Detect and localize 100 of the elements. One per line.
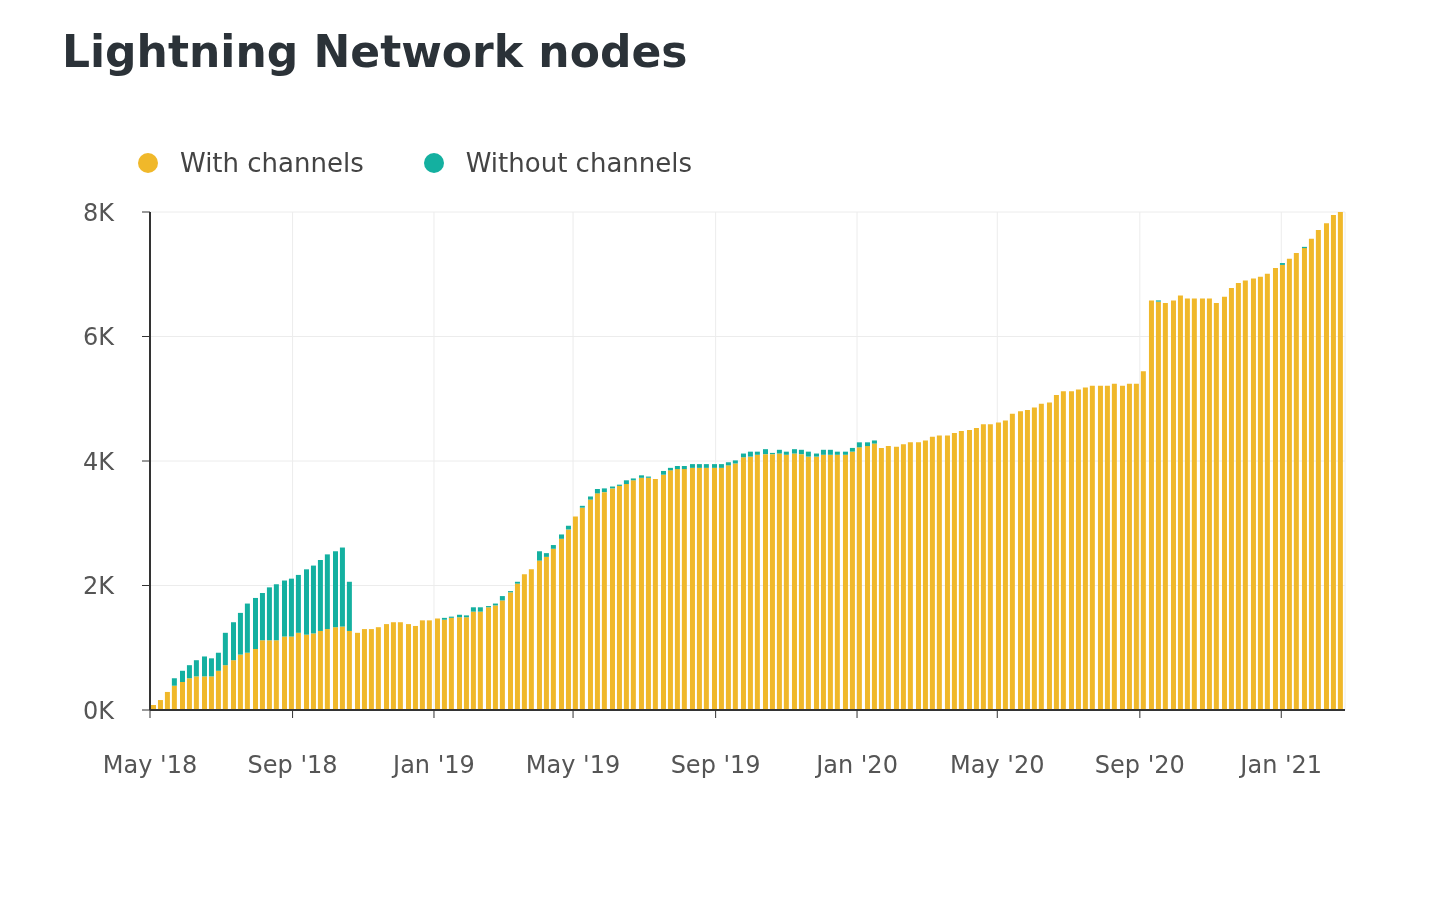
x-tick-label: Jan '19 — [391, 751, 475, 780]
y-tick-label: 8K — [82, 198, 116, 227]
bar — [660, 474, 666, 710]
bar — [1279, 264, 1285, 710]
bar — [470, 607, 476, 612]
bar — [543, 553, 549, 557]
bar — [1031, 407, 1037, 710]
bar — [1221, 296, 1227, 710]
bar — [266, 587, 272, 641]
bar — [987, 424, 993, 710]
bar — [864, 446, 870, 710]
bar — [253, 649, 258, 710]
bar — [762, 449, 768, 455]
bar — [805, 456, 811, 710]
bar — [1264, 273, 1270, 710]
bar — [579, 507, 585, 710]
bar — [390, 622, 396, 710]
bar — [426, 620, 432, 710]
bar — [594, 489, 600, 494]
bar — [1315, 230, 1321, 710]
bar — [1257, 276, 1263, 710]
bar — [929, 436, 935, 710]
bar — [834, 454, 840, 710]
bar — [463, 617, 469, 710]
bar — [244, 652, 250, 710]
bar — [922, 440, 928, 710]
bar — [281, 580, 287, 637]
legend-label: With channels — [180, 148, 364, 178]
bar — [798, 449, 804, 455]
bar — [332, 627, 338, 710]
bar — [1177, 295, 1183, 710]
bar — [813, 453, 819, 457]
bar — [332, 551, 338, 628]
bar — [273, 640, 279, 710]
bar — [507, 592, 513, 710]
bar — [951, 432, 957, 710]
bar — [1097, 385, 1103, 710]
bar — [732, 463, 738, 710]
bar — [703, 467, 709, 710]
bar — [1242, 280, 1248, 710]
bar — [230, 660, 236, 710]
x-tick-label: Sep '19 — [670, 751, 761, 780]
bar — [419, 620, 425, 710]
bar — [237, 612, 243, 655]
bar — [871, 440, 877, 444]
bar — [638, 477, 644, 710]
bar — [973, 428, 979, 710]
bar — [820, 454, 826, 710]
bar — [550, 548, 556, 710]
bar — [355, 632, 360, 710]
bar — [317, 559, 323, 631]
bar — [645, 477, 651, 710]
bar — [1228, 287, 1234, 710]
bar — [689, 464, 695, 468]
bar — [587, 496, 593, 500]
bar — [1191, 298, 1197, 710]
bar — [696, 467, 702, 710]
bar — [616, 485, 622, 710]
bar — [820, 449, 826, 455]
bar — [477, 607, 483, 612]
bar — [783, 451, 789, 455]
bar — [514, 583, 520, 710]
bar — [842, 454, 848, 710]
bar — [856, 442, 862, 448]
bar — [558, 538, 564, 710]
bar — [499, 600, 505, 710]
bar — [587, 499, 593, 710]
bar — [842, 451, 848, 455]
bar — [528, 569, 534, 710]
bar — [813, 456, 819, 710]
bar — [215, 670, 221, 710]
bar — [1184, 298, 1190, 710]
x-tick-label: Sep '18 — [247, 751, 338, 780]
bar — [594, 493, 600, 710]
bar — [1111, 383, 1117, 710]
bar — [193, 676, 199, 710]
bar — [222, 665, 228, 710]
bar — [361, 629, 367, 710]
bar — [536, 560, 542, 710]
bar — [718, 467, 724, 710]
bar — [1162, 302, 1168, 710]
bar — [660, 470, 666, 475]
bar — [406, 624, 411, 710]
bar — [674, 465, 680, 470]
y-tick-label: 2K — [82, 572, 116, 601]
bar — [346, 581, 352, 631]
bar — [565, 529, 571, 710]
bar — [681, 465, 687, 470]
bar — [1119, 385, 1125, 710]
bar — [1199, 298, 1205, 710]
bar — [208, 658, 214, 677]
bar — [543, 556, 549, 710]
bar — [936, 435, 942, 710]
bar — [1250, 278, 1256, 710]
bar — [980, 424, 986, 710]
bar — [893, 446, 899, 710]
bar — [259, 640, 265, 710]
bar — [295, 632, 301, 710]
bar — [1133, 383, 1139, 710]
bar — [550, 545, 556, 549]
